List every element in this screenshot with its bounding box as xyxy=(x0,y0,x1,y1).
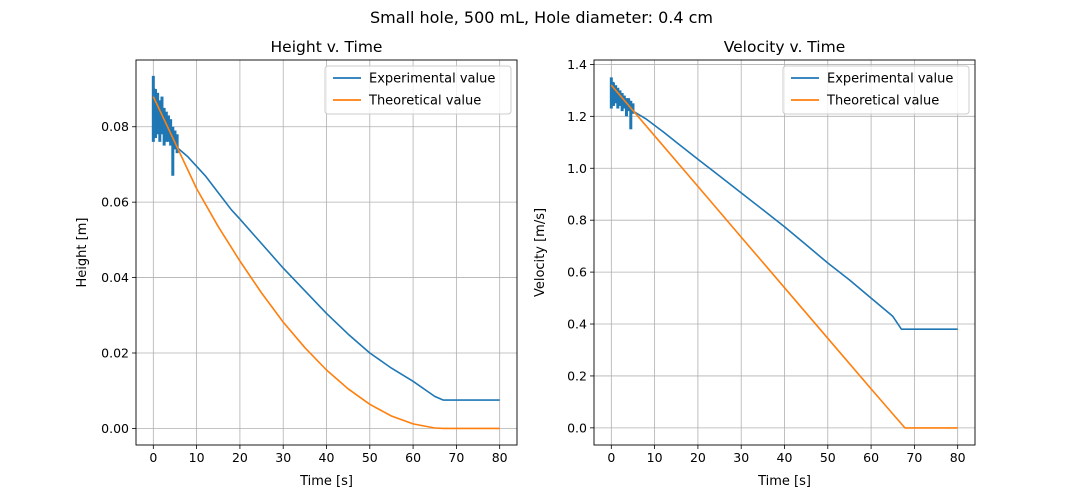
x-tick-label: 50 xyxy=(362,450,378,465)
y-tick-label: 0.00 xyxy=(101,421,129,436)
y-tick-label: 0.6 xyxy=(567,265,587,280)
y-tick-label: 0.04 xyxy=(101,270,129,285)
x-tick-label: 30 xyxy=(733,450,749,465)
y-tick-label: 1.0 xyxy=(567,161,587,176)
series-line xyxy=(610,84,958,429)
x-tick-label: 80 xyxy=(950,450,966,465)
legend-box xyxy=(324,65,512,115)
chart-velocity: 0 10 20 30 40 50 60 70 80 0.0 0.2 0.4 0.6 0.8 1.0 1.2 1.… xyxy=(533,38,976,489)
x-tick-label: 70 xyxy=(448,450,464,465)
figure-suptitle: Small hole, 500 mL, Hole diameter: 0.4 c… xyxy=(369,8,714,27)
legend-label: Theoretical value xyxy=(826,94,939,109)
y-tick-label: 1.2 xyxy=(567,109,587,124)
y-axis-label: Height [m] xyxy=(75,218,90,288)
x-axis-label: Time [s] xyxy=(299,474,353,489)
y-tick-label: 1.4 xyxy=(567,57,587,72)
legend: Experimental value Theoretical value xyxy=(782,65,970,115)
x-tick-label: 10 xyxy=(189,450,205,465)
x-tick-label: 80 xyxy=(492,450,508,465)
series-line xyxy=(152,88,500,401)
y-tick-label: 0.2 xyxy=(567,368,587,383)
x-tick-label: 40 xyxy=(319,450,335,465)
series-theoretical xyxy=(152,96,500,430)
x-tick-label: 0 xyxy=(149,450,157,465)
x-tick-label: 40 xyxy=(777,450,793,465)
x-tick-label: 70 xyxy=(906,450,922,465)
y-tick-label: 0.08 xyxy=(101,119,129,134)
y-tick-label: 0.02 xyxy=(101,345,129,360)
x-tick-label: 50 xyxy=(820,450,836,465)
legend-label: Experimental value xyxy=(369,72,495,87)
y-tick-label: 0.4 xyxy=(567,317,587,332)
legend-box xyxy=(782,65,970,115)
series-experimental xyxy=(609,77,958,330)
chart-title: Velocity v. Time xyxy=(724,38,846,56)
y-tick-label: 0.06 xyxy=(101,195,129,210)
x-tick-label: 30 xyxy=(275,450,291,465)
legend-label: Experimental value xyxy=(827,72,953,87)
series-theoretical xyxy=(610,84,958,429)
x-tick-label: 60 xyxy=(405,450,421,465)
x-tick-label: 20 xyxy=(690,450,706,465)
y-tick-label: 0.8 xyxy=(567,213,587,228)
x-tick-label: 20 xyxy=(232,450,248,465)
chart-title: Height v. Time xyxy=(271,38,383,56)
x-tick-label: 10 xyxy=(647,450,663,465)
series-line xyxy=(152,96,500,430)
chart-height: 0 10 20 30 40 50 60 70 80 0.00 0.02 0.04 0.06 0.08 Hei… xyxy=(75,38,518,489)
series-line xyxy=(610,81,958,330)
x-axis-label: Time [s] xyxy=(757,474,811,489)
y-tick-label: 0.0 xyxy=(567,420,587,435)
legend: Experimental value Theoretical value xyxy=(324,65,512,115)
x-tick-label: 0 xyxy=(607,450,615,465)
series-experimental xyxy=(151,75,500,401)
x-tick-label: 60 xyxy=(863,450,879,465)
legend-label: Theoretical value xyxy=(368,94,481,109)
y-axis-label: Velocity [m/s] xyxy=(533,208,548,297)
